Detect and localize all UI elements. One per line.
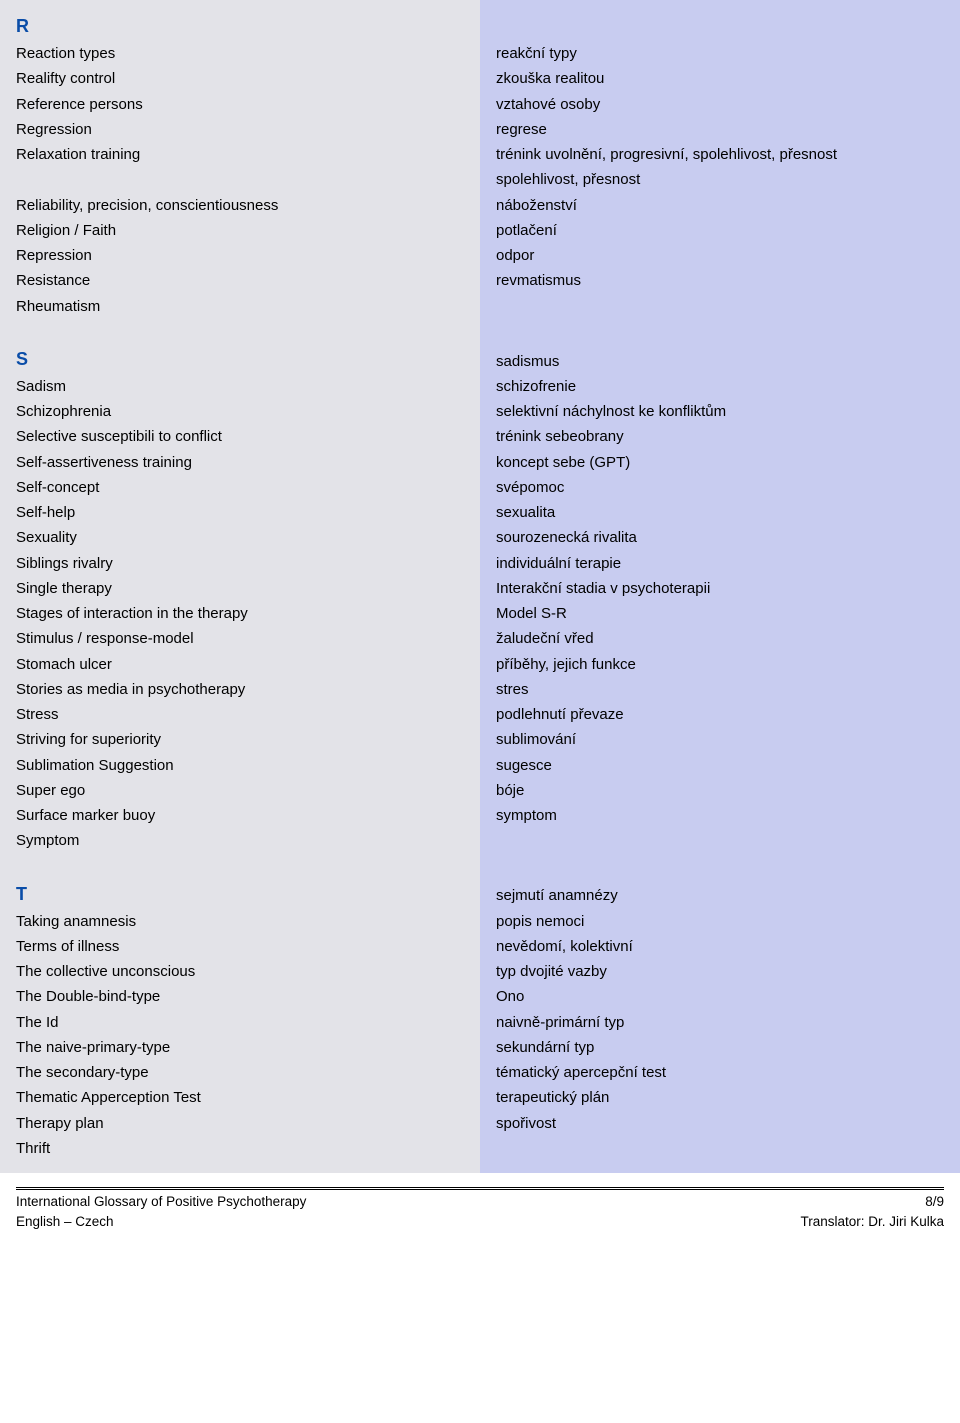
glossary-term-en: Realifty control (16, 66, 464, 91)
glossary-term-en: Resistance (16, 268, 464, 293)
glossary-term-en: Self-assertiveness training (16, 450, 464, 475)
glossary-term-en: Striving for superiority (16, 727, 464, 752)
footer-translator: Translator: Dr. Jiri Kulka (800, 1212, 944, 1232)
glossary-term-cz: regrese (496, 117, 944, 142)
glossary-term-en: Surface marker buoy (16, 803, 464, 828)
glossary-term-cz: nevědomí, kolektivní (496, 934, 944, 959)
footer-language-pair: English – Czech (16, 1212, 114, 1232)
section-letter-t: T (16, 884, 464, 905)
glossary-term-cz: naivně-primární typ (496, 1010, 944, 1035)
glossary-term-en: Stages of interaction in the therapy (16, 601, 464, 626)
glossary-term-en: Siblings rivalry (16, 551, 464, 576)
glossary-term-en: Self-help (16, 500, 464, 525)
glossary-term-en: Schizophrenia (16, 399, 464, 424)
glossary-page: R Reaction typesRealifty controlReference… (0, 0, 960, 1173)
glossary-term-cz: náboženství (496, 193, 944, 218)
glossary-term-cz: sublimování (496, 727, 944, 752)
glossary-term-cz: Model S-R (496, 601, 944, 626)
glossary-term-cz: žaludeční vřed (496, 626, 944, 651)
section-letter-r: R (16, 16, 464, 37)
section-letter-spacer (496, 16, 944, 37)
glossary-term-cz: terapeutický plán (496, 1085, 944, 1110)
glossary-term-en: The Double-bind-type (16, 984, 464, 1009)
glossary-term-en: Repression (16, 243, 464, 268)
glossary-term-cz: spolehlivost, přesnost (496, 167, 944, 192)
glossary-term-cz: sejmutí anamnézy (496, 883, 944, 908)
glossary-term-cz: svépomoc (496, 475, 944, 500)
glossary-term-cz: tématický apercepční test (496, 1060, 944, 1085)
glossary-term-cz: typ dvojité vazby (496, 959, 944, 984)
glossary-term-cz: trénink sebeobrany (496, 424, 944, 449)
section-letter-spacer (496, 858, 944, 879)
glossary-term-en: Sadism (16, 374, 464, 399)
glossary-term-en: Thematic Apperception Test (16, 1085, 464, 1110)
glossary-term-cz: reakční typy (496, 41, 944, 66)
glossary-term-cz: podlehnutí převaze (496, 702, 944, 727)
glossary-term-en: Single therapy (16, 576, 464, 601)
glossary-term-cz: stres (496, 677, 944, 702)
glossary-term-en: The collective unconscious (16, 959, 464, 984)
glossary-term-cz: odpor (496, 243, 944, 268)
glossary-term-cz: koncept sebe (GPT) (496, 450, 944, 475)
glossary-term-cz: sourozenecká rivalita (496, 525, 944, 550)
glossary-term-cz: individuální terapie (496, 551, 944, 576)
glossary-term-cz: Interakční stadia v psychoterapii (496, 576, 944, 601)
glossary-term-en: Rheumatism (16, 294, 464, 319)
glossary-term-en: Stomach ulcer (16, 652, 464, 677)
footer: International Glossary of Positive Psych… (0, 1187, 960, 1233)
glossary-term-cz: zkouška realitou (496, 66, 944, 91)
glossary-term-cz: příběhy, jejich funkce (496, 652, 944, 677)
section-spacer (496, 828, 944, 850)
glossary-term-cz: schizofrenie (496, 374, 944, 399)
footer-title: International Glossary of Positive Psych… (16, 1192, 306, 1212)
glossary-term-cz: sadismus (496, 349, 944, 374)
glossary-term-cz: revmatismus (496, 268, 944, 293)
glossary-term-en: Terms of illness (16, 934, 464, 959)
section-spacer (16, 854, 464, 876)
glossary-term-cz: sexualita (496, 500, 944, 525)
glossary-term-cz: bóje (496, 778, 944, 803)
glossary-term-cz: selektivní náchylnost ke konfliktům (496, 399, 944, 424)
glossary-term-en: Sublimation Suggestion (16, 753, 464, 778)
glossary-term-cz: sekundární typ (496, 1035, 944, 1060)
glossary-term-cz: Ono (496, 984, 944, 1009)
section-letter-spacer (496, 324, 944, 345)
section-spacer (496, 294, 944, 316)
glossary-term-cz: popis nemoci (496, 909, 944, 934)
glossary-term-cz: sugesce (496, 753, 944, 778)
glossary-term-en: The naive-primary-type (16, 1035, 464, 1060)
glossary-term-en: Regression (16, 117, 464, 142)
glossary-term-en: The secondary-type (16, 1060, 464, 1085)
footer-rule (16, 1187, 944, 1190)
glossary-term-cz: spořivost (496, 1111, 944, 1136)
glossary-term-en: Super ego (16, 778, 464, 803)
glossary-term-en: Therapy plan (16, 1111, 464, 1136)
glossary-term-en: Stress (16, 702, 464, 727)
glossary-term-en: Reaction types (16, 41, 464, 66)
section-spacer (16, 319, 464, 341)
glossary-term-en: Stories as media in psychotherapy (16, 677, 464, 702)
glossary-term-en: Self-concept (16, 475, 464, 500)
glossary-term-en: Reliability, precision, conscientiousnes… (16, 193, 464, 218)
glossary-term-en: Sexuality (16, 525, 464, 550)
alignment-spacer (16, 167, 464, 192)
glossary-term-cz: symptom (496, 803, 944, 828)
glossary-term-en: Relaxation training (16, 142, 464, 167)
glossary-term-cz: vztahové osoby (496, 92, 944, 117)
glossary-term-en: Reference persons (16, 92, 464, 117)
glossary-term-en: Symptom (16, 828, 464, 853)
glossary-term-en: The Id (16, 1010, 464, 1035)
glossary-term-en: Stimulus / response-model (16, 626, 464, 651)
glossary-term-en: Religion / Faith (16, 218, 464, 243)
glossary-term-cz: potlačení (496, 218, 944, 243)
glossary-term-en: Thrift (16, 1136, 464, 1161)
english-column: R Reaction typesRealifty controlReference… (0, 0, 480, 1173)
czech-column: reakční typyzkouška realitouvztahové oso… (480, 0, 960, 1173)
section-letter-s: S (16, 349, 464, 370)
glossary-term-cz: trénink uvolnění, progresivní, spolehliv… (496, 142, 944, 167)
glossary-term-en: Taking anamnesis (16, 909, 464, 934)
footer-page-number: 8/9 (925, 1192, 944, 1212)
glossary-term-en: Selective susceptibili to conflict (16, 424, 464, 449)
